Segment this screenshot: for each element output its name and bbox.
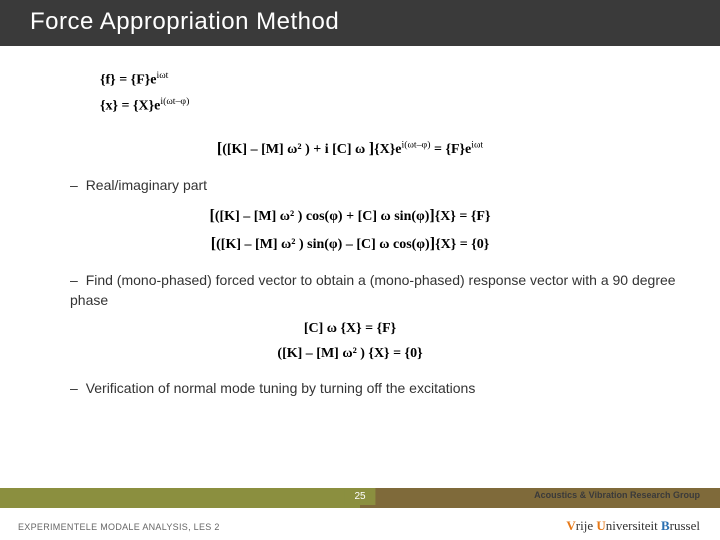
eq-imag: ([K] – [M] ω² ) sin(φ) – [C] ω cos(φ) (216, 237, 430, 252)
eq-main-exp2: iωt (471, 139, 483, 150)
footer: 25 Acoustics & Vibration Research Group … (0, 488, 720, 540)
eq-assumption: {f} = {F}eiωt {x} = {X}ei(ωt–φ) (100, 68, 680, 118)
uni-post: russel (670, 518, 700, 533)
eq-f-lhs: {f} = {F}e (100, 73, 156, 88)
eq-main-exp1: i(ωt–φ) (401, 139, 430, 150)
eq-tune-1: [C] ω {X} = {F} (60, 318, 640, 340)
eq-main-body: [K] – [M] ω² (227, 142, 302, 157)
eq-tune-2-body: [K] – [M] ω² (282, 346, 357, 361)
eq-x-lhs: {x} = {X}e (100, 99, 160, 114)
eq-main-eq: = {F}e (430, 142, 471, 157)
eq-main: [([K] – [M] ω² ) + i [C] ω ]{X}ei(ωt–φ) … (60, 136, 640, 162)
eq-real-imag: [([K] – [M] ω² ) cos(φ) + [C] ω sin(φ)]{… (60, 203, 640, 257)
bullet-real-imag: Real/imaginary part (70, 176, 680, 196)
eq-real: ([K] – [M] ω² ) cos(φ) + [C] ω sin(φ) (215, 209, 430, 224)
slide-content: {f} = {F}eiωt {x} = {X}ei(ωt–φ) [([K] – … (0, 46, 720, 399)
footer-stripe-left (0, 488, 360, 508)
research-group-label: Acoustics & Vibration Research Group (534, 490, 700, 500)
course-label: EXPERIMENTELE MODALE ANALYSIS, LES 2 (18, 522, 220, 532)
uni-pre: rije (576, 518, 597, 533)
eq-f-exp: iωt (156, 70, 168, 81)
university-label: Vrije Universiteit Brussel (566, 518, 700, 534)
eq-tuning: [C] ω {X} = {F} ([K] – [M] ω² ) {X} = {0… (60, 318, 640, 365)
bullet-verification: Verification of normal mode tuning by tu… (70, 379, 680, 399)
bullet-find-vector: Find (mono-phased) forced vector to obta… (70, 271, 680, 310)
slide-title: Force Appropriation Method (0, 0, 720, 46)
uni-mid: niversiteit (606, 518, 661, 533)
eq-x-exp: i(ωt–φ) (160, 96, 189, 107)
footer-stripe: 25 Acoustics & Vibration Research Group (0, 488, 720, 508)
page-number: 25 (344, 488, 375, 505)
